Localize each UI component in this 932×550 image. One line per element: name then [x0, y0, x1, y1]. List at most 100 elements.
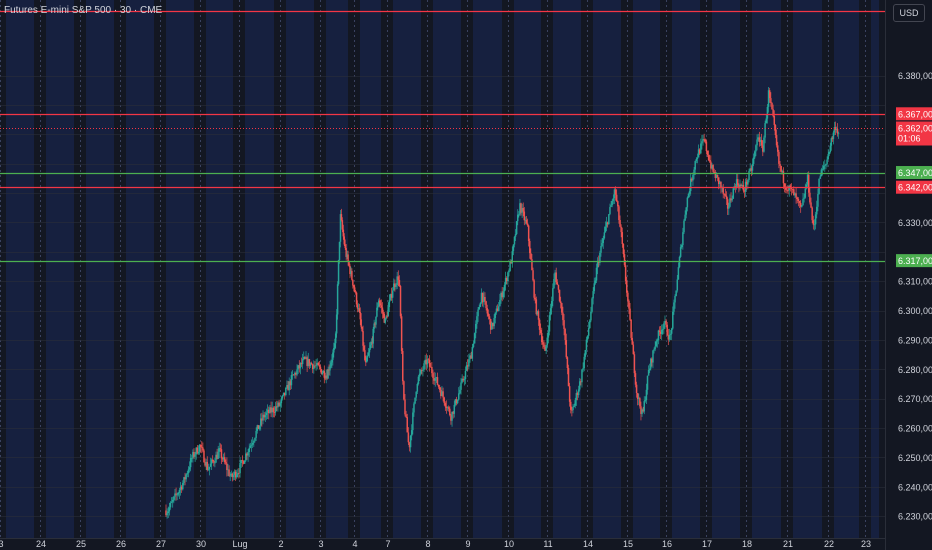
candle-body	[811, 207, 813, 221]
candle	[184, 472, 186, 486]
candle-body	[809, 192, 811, 203]
candle	[216, 448, 218, 460]
candle-body	[517, 214, 519, 222]
candle-body	[830, 138, 833, 146]
candle-body	[677, 267, 680, 280]
candle	[469, 353, 471, 363]
candle	[178, 488, 181, 499]
candle	[453, 400, 456, 418]
price-tick-label: 6.240,00	[898, 482, 932, 492]
candle	[763, 135, 765, 153]
candle	[561, 302, 563, 316]
candle-body	[622, 243, 625, 255]
candle	[508, 268, 510, 277]
candle-body	[623, 254, 626, 266]
candle-body	[256, 425, 259, 431]
candle	[388, 294, 391, 312]
candle-body	[274, 406, 277, 413]
candle	[553, 273, 555, 289]
candle-body	[484, 296, 486, 302]
candle-body	[713, 171, 715, 173]
candle	[182, 480, 184, 491]
candle-body	[535, 299, 538, 315]
candle	[824, 159, 826, 172]
candle-body	[412, 412, 414, 431]
time-tick-label: 15	[623, 539, 633, 549]
candle	[445, 400, 448, 414]
candle-body	[223, 457, 226, 463]
candle-body	[217, 451, 219, 459]
candle	[355, 291, 358, 308]
candle	[364, 345, 366, 362]
candle	[700, 138, 702, 155]
candle-body	[836, 129, 839, 134]
candle	[677, 262, 680, 280]
candle	[485, 300, 487, 311]
candle-body	[765, 118, 768, 124]
candle	[319, 364, 322, 373]
candle	[454, 398, 457, 407]
candle-body	[165, 510, 167, 516]
candle	[834, 121, 837, 136]
candle-body	[525, 219, 528, 224]
candle-body	[656, 340, 659, 342]
candle	[241, 455, 244, 467]
candle	[317, 361, 320, 366]
candle	[732, 186, 735, 199]
candle	[826, 156, 828, 168]
candle	[725, 191, 728, 206]
candle-body	[168, 507, 171, 512]
candle-body	[235, 474, 238, 478]
candle-body	[208, 466, 211, 470]
candle	[191, 454, 193, 463]
candle	[604, 221, 607, 233]
candle-body	[772, 109, 774, 116]
candle	[495, 305, 498, 315]
candle-body	[253, 440, 255, 443]
candle-body	[621, 232, 624, 244]
candle-body	[701, 141, 703, 144]
candle	[232, 471, 235, 481]
candle-body	[319, 366, 322, 370]
candle-body	[510, 261, 512, 264]
candle-body	[232, 475, 235, 478]
candle	[328, 364, 330, 376]
candle-body	[541, 333, 543, 343]
candle-body	[410, 430, 413, 436]
candle	[663, 321, 665, 334]
candle	[417, 375, 420, 386]
candle	[444, 401, 447, 411]
candle-body	[261, 418, 263, 421]
candle-body	[265, 412, 268, 416]
candles	[165, 86, 840, 519]
candle-body	[175, 493, 177, 495]
candle-body	[555, 272, 557, 283]
candle	[165, 504, 167, 518]
candle-body	[640, 406, 642, 414]
candle-body	[479, 302, 482, 307]
price-tick-label: 6.330,00	[898, 218, 932, 228]
candle	[353, 284, 356, 293]
candle	[581, 368, 583, 388]
candle	[336, 281, 339, 320]
candle	[492, 322, 494, 330]
candle	[825, 163, 827, 170]
candle	[535, 296, 538, 316]
candle	[192, 449, 194, 463]
currency-button[interactable]: USD	[893, 4, 925, 22]
candle-body	[449, 408, 451, 416]
candle	[691, 177, 693, 182]
candle-body	[785, 186, 787, 190]
candle	[519, 199, 521, 216]
candle-body	[345, 248, 347, 257]
candle-body	[328, 369, 330, 371]
candle-body	[509, 261, 511, 271]
candle	[169, 501, 172, 510]
candle	[739, 179, 741, 191]
candle-body	[565, 340, 568, 358]
candle	[660, 324, 663, 341]
candle-body	[180, 486, 183, 490]
candle	[379, 299, 382, 309]
